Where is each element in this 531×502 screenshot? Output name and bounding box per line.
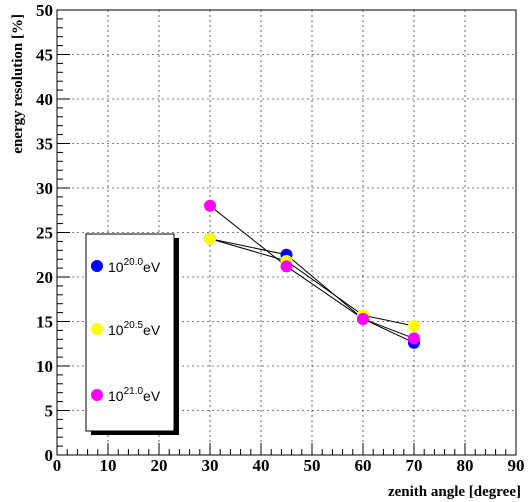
data-point-series-3: [408, 332, 420, 345]
legend-marker-1: [91, 260, 103, 272]
y-axis-label: energy resolution [%]: [10, 14, 26, 154]
y-tick-label: 40: [36, 90, 53, 109]
series-lines: [209, 205, 415, 344]
legend-label-3: 1021.0eV: [108, 386, 161, 404]
x-tick-label: 40: [253, 456, 270, 475]
legend-label-1: 1020.0eV: [108, 257, 161, 275]
x-tick-label: 60: [355, 456, 372, 475]
y-tick-label: 25: [36, 224, 53, 243]
legend-marker-3: [91, 389, 103, 401]
data-point-series-3: [280, 260, 293, 273]
data-point-series-3: [357, 312, 369, 325]
data-points: [204, 199, 420, 349]
y-tick-label: 50: [36, 1, 53, 20]
x-tick-label: 80: [457, 456, 474, 475]
series-line-2: [209, 238, 415, 327]
y-tick-label: 30: [36, 179, 53, 198]
x-tick-label: 0: [53, 456, 62, 475]
x-tick-label: 90: [508, 456, 525, 475]
series-line-3: [209, 205, 415, 339]
axis-ticks: [56, 9, 517, 456]
series-line-1: [209, 238, 415, 344]
y-tick-label: 35: [36, 135, 53, 154]
legend-label-2: 1020.5eV: [108, 320, 161, 338]
x-tick-labels: 0 10 20 30 40 50 60 70 80 90: [53, 456, 525, 475]
y-tick-labels: 0 5 10 15 20 25 30 35 40 45 50: [36, 1, 53, 465]
y-tick-label: 45: [36, 46, 53, 65]
data-point-series-3: [204, 199, 216, 212]
x-tick-label: 70: [406, 456, 423, 475]
x-tick-label: 10: [100, 456, 117, 475]
legend: 1020.0eV 1020.5eV 1021.0eV: [85, 233, 179, 435]
y-tick-label: 15: [36, 313, 53, 332]
y-tick-label: 10: [36, 357, 53, 376]
x-tick-label: 30: [202, 456, 219, 475]
y-tick-label: 0: [45, 446, 54, 465]
x-axis-label: zenith angle [degree]: [388, 484, 521, 500]
y-tick-label: 5: [45, 402, 54, 421]
x-tick-label: 50: [304, 456, 321, 475]
data-point-series-2: [408, 319, 420, 332]
x-tick-label: 20: [151, 456, 168, 475]
legend-marker-2: [91, 323, 103, 335]
y-tick-label: 20: [36, 268, 53, 287]
data-point-series-2: [204, 232, 216, 245]
